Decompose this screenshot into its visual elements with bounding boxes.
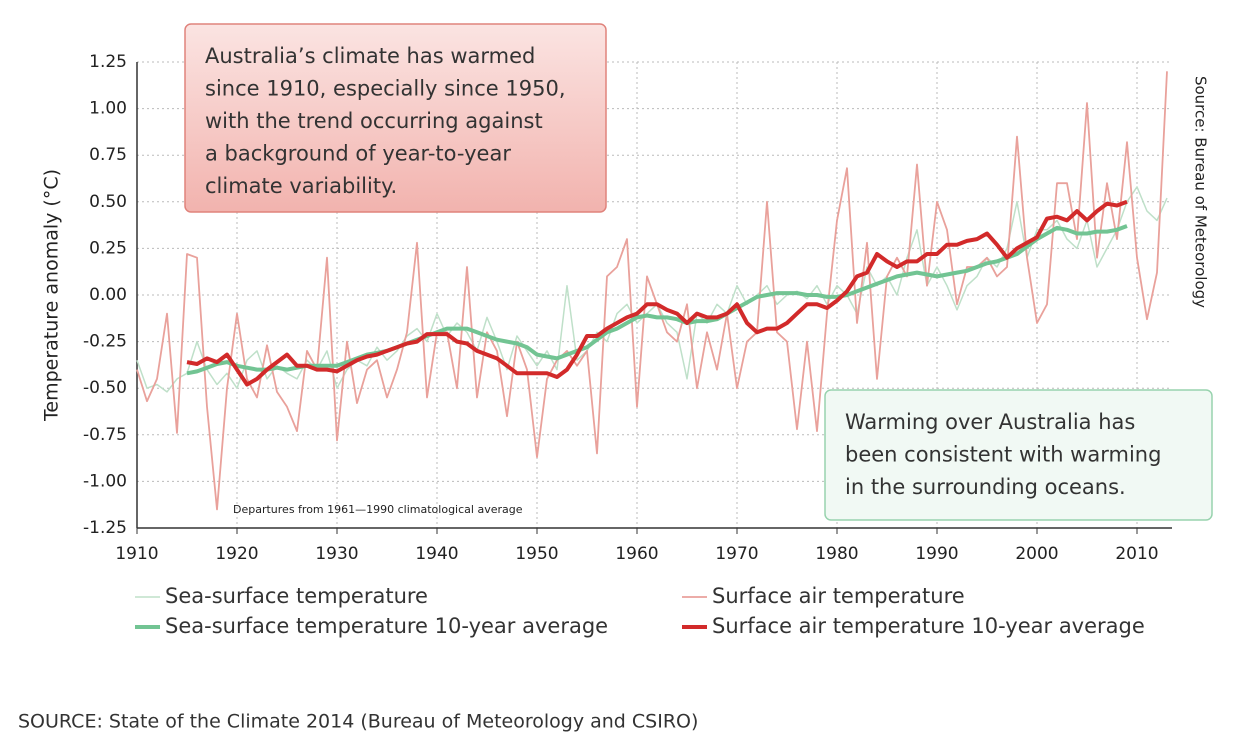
annotations: Australia’s climate has warmed since 1910… (205, 44, 1161, 499)
annotation-text: Australia’s climate has warmed (205, 44, 535, 68)
legend: Sea-surface temperature Surface air tempe… (135, 584, 1145, 638)
x-tick-label: 1950 (515, 544, 558, 564)
x-tick-label: 1970 (715, 544, 758, 564)
footer: SOURCE: State of the Climate 2014 (Burea… (18, 711, 698, 733)
legend-label: Surface air temperature (712, 584, 965, 608)
series-line (186, 224, 1128, 376)
y-tick-label: 1.25 (89, 52, 127, 72)
x-tick-label: 1920 (215, 544, 258, 564)
y-tick-label: -0.75 (83, 425, 127, 445)
x-tick-label: 1940 (415, 544, 458, 564)
y-tick-label: 0.25 (89, 238, 127, 258)
annotation-text: been consistent with warming (845, 443, 1161, 467)
y-tick-label: -1.00 (83, 471, 127, 491)
legend-label: Surface air temperature 10-year average (712, 614, 1145, 638)
x-tick-label: 1960 (615, 544, 658, 564)
legend-label: Sea-surface temperature (165, 584, 428, 608)
y-tick-label: 1.00 (89, 99, 127, 119)
annotation-box (824, 389, 1213, 521)
annotation-box (184, 23, 607, 213)
x-tick-label: 1990 (915, 544, 958, 564)
y-tick-label: -1.25 (83, 518, 127, 538)
note: Departures from 1961—1990 climatological… (233, 503, 523, 516)
side-source: Source: Bureau of Meteorology (1192, 76, 1210, 308)
y-tick-label: 0.75 (89, 145, 127, 165)
annotation-text: climate variability. (205, 174, 397, 198)
y-tick-label: -0.25 (83, 332, 127, 352)
x-tick-label: 1980 (815, 544, 858, 564)
y-tick-label: 0.50 (89, 192, 127, 212)
y-axis-label: Temperature anomaly (°C) (41, 169, 63, 422)
x-tick-label: 2010 (1115, 544, 1158, 564)
annotation-text: a background of year-to-year (205, 142, 511, 166)
plot-area: -1.25 -1.00 -0.75 -0.50 -0.25 0.00 0.25 0.50 0.7… (83, 52, 1172, 564)
annotation-text: since 1910, especially since 1950, (205, 77, 566, 101)
series-line (136, 186, 1168, 393)
series-line (186, 199, 1128, 387)
y-tick-label: 0.00 (89, 285, 127, 305)
annotation-text: with the trend occurring against (205, 109, 543, 133)
legend-label: Sea-surface temperature 10-year average (165, 614, 608, 638)
x-tick-label: 1930 (315, 544, 358, 564)
annotation-text: in the surrounding oceans. (845, 475, 1126, 499)
x-tick-label: 2000 (1015, 544, 1058, 564)
annotation-text: Warming over Australia has (845, 410, 1135, 434)
x-tick-label: 1910 (115, 544, 158, 564)
y-tick-label: -0.50 (83, 378, 127, 398)
series-line (136, 71, 1168, 511)
